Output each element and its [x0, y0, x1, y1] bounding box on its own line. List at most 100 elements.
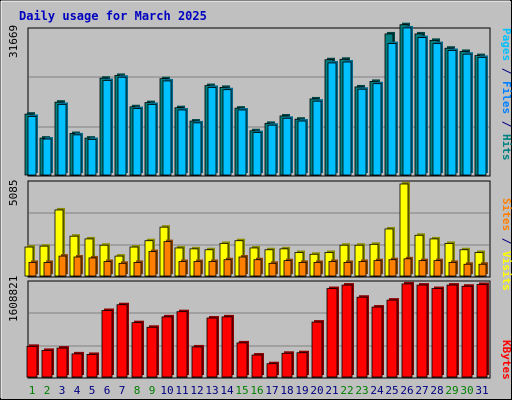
sites-bar [283, 258, 293, 277]
kbytes-bar [416, 283, 429, 378]
day-label: 19 [295, 384, 308, 397]
kbytes-bar [236, 340, 249, 378]
chart-title: Daily usage for March 2025 [19, 9, 207, 23]
sites-bar [268, 261, 278, 277]
top-panel: 31669 Pages / Files / Hits [7, 22, 512, 177]
sites-bar [463, 262, 473, 277]
day-label: 28 [430, 384, 443, 397]
files-bar [342, 60, 353, 176]
day-label: 13 [205, 384, 218, 397]
files-bar [42, 137, 53, 176]
kbytes-bar [401, 281, 414, 378]
middle-panel-legend: Sites / Visits [500, 198, 512, 291]
files-bar [327, 60, 338, 176]
sites-bar [448, 260, 458, 277]
sites-bar [403, 256, 413, 277]
kbytes-bar [311, 320, 324, 378]
top-panel-legend: Pages / Files / Hits [500, 28, 512, 161]
files-bar [432, 41, 443, 176]
kbytes-bar [101, 308, 114, 378]
sites-bar [253, 257, 263, 277]
sites-bar [118, 261, 128, 277]
kbytes-bar [266, 361, 279, 378]
files-bar [192, 120, 203, 176]
kbytes-bar [446, 283, 459, 378]
kbytes-bar [146, 325, 159, 378]
sites-bar [58, 254, 68, 277]
sites-bar [298, 260, 308, 277]
top-panel-bars [24, 22, 488, 176]
day-label: 9 [149, 384, 156, 397]
files-bar [222, 87, 233, 176]
day-label: 3 [59, 384, 66, 397]
day-label: 24 [370, 384, 384, 397]
kbytes-bar [371, 305, 384, 378]
day-label: 31 [475, 384, 488, 397]
day-label: 27 [415, 384, 428, 397]
kbytes-bar [86, 352, 99, 378]
middle-panel-max-label: 5085 [7, 180, 20, 207]
day-label: 14 [220, 384, 234, 397]
sites-bar [313, 260, 323, 277]
files-bar [27, 114, 38, 176]
kbytes-bar [131, 320, 144, 378]
kbytes-bar [161, 314, 174, 378]
files-bar [387, 41, 398, 176]
sites-bar [178, 259, 188, 277]
sites-bar [148, 249, 158, 277]
sites-bar [193, 259, 203, 277]
files-bar [477, 55, 488, 176]
files-bar [462, 52, 473, 176]
day-label: 6 [104, 384, 111, 397]
day-label: 20 [310, 384, 323, 397]
files-bar [87, 137, 98, 176]
kbytes-bar [116, 302, 129, 378]
files-bar [402, 25, 413, 176]
day-label: 7 [119, 384, 126, 397]
sites-bar [358, 259, 368, 277]
files-bar [72, 132, 83, 176]
kbytes-bar [56, 346, 69, 378]
day-label: 1 [29, 384, 36, 397]
files-bar [357, 87, 368, 176]
files-bar [447, 48, 458, 176]
day-label: 15 [235, 384, 248, 397]
bottom-panel: 1608821 KBytes [7, 276, 512, 380]
day-label: 5 [89, 384, 96, 397]
kbytes-bar [281, 351, 294, 378]
sites-bar [208, 259, 218, 277]
files-bar [207, 85, 218, 176]
bottom-panel-max-label: 1608821 [7, 276, 20, 322]
files-bar [297, 119, 308, 176]
kbytes-bar [191, 344, 204, 378]
files-bar [237, 107, 248, 176]
files-bar [267, 123, 278, 176]
day-label: 25 [385, 384, 398, 397]
files-bar [132, 106, 143, 176]
day-label: 8 [134, 384, 141, 397]
day-label: 10 [160, 384, 173, 397]
sites-bar [88, 255, 98, 277]
sites-bar [223, 257, 233, 277]
day-label: 11 [175, 384, 188, 397]
sites-bar [73, 255, 83, 277]
sites-bar [433, 258, 443, 277]
kbytes-bar [431, 286, 444, 378]
sites-bar [163, 239, 173, 277]
day-label: 29 [445, 384, 458, 397]
middle-panel: 5085 Sites / Visits [7, 180, 512, 291]
kbytes-bar [71, 351, 84, 378]
day-label: 18 [280, 384, 293, 397]
sites-bar [388, 257, 398, 277]
sites-bar [43, 260, 53, 277]
files-bar [372, 81, 383, 176]
files-bar [57, 102, 68, 176]
sites-bar [133, 260, 143, 277]
kbytes-bar [461, 284, 474, 378]
kbytes-bar [326, 286, 339, 378]
files-bar [177, 107, 188, 176]
bottom-panel-legend: KBytes [500, 340, 512, 380]
day-label: 4 [74, 384, 81, 397]
day-label: 16 [250, 384, 263, 397]
